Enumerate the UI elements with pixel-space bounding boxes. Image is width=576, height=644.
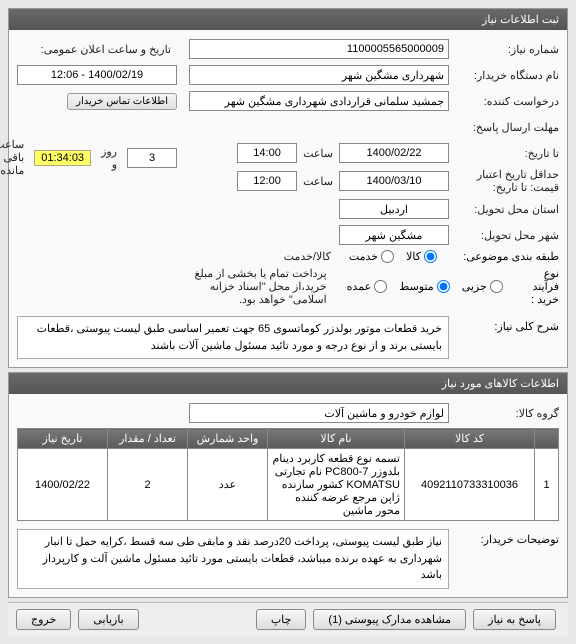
deadline-time-input[interactable] — [237, 143, 297, 163]
radio-goods-input[interactable] — [424, 250, 437, 263]
validity-time-input[interactable] — [237, 171, 297, 191]
label-requester: درخواست کننده: — [449, 95, 559, 108]
need-number-input[interactable] — [189, 39, 449, 59]
label-until-1: تا تاریخ: — [449, 147, 559, 160]
radio-high[interactable]: عمده — [347, 280, 387, 293]
deadline-date-input[interactable] — [339, 143, 449, 163]
main-panel: ثبت اطلاعات نیاز شماره نیاز: نام دستگاه … — [8, 8, 568, 368]
label-remain: ساعت باقی مانده — [0, 138, 30, 177]
contact-buyer-button[interactable]: اطلاعات تماس خریدار — [67, 93, 177, 110]
requester-input[interactable] — [189, 91, 449, 111]
th-idx — [535, 429, 559, 449]
radio-goods[interactable]: کالا — [406, 250, 437, 263]
radio-mid-input[interactable] — [437, 280, 450, 293]
items-panel: اطلاعات کالاهای مورد نیاز گروه کالا: کد … — [8, 372, 568, 598]
province-input[interactable] — [339, 199, 449, 219]
general-desc-text: خرید قطعات موتور بولدزر کوماتسوی 65 جهت … — [17, 316, 449, 359]
city-input[interactable] — [339, 225, 449, 245]
days-left-input — [127, 148, 177, 168]
label-group: گروه کالا: — [449, 407, 559, 420]
main-panel-title: ثبت اطلاعات نیاز — [9, 9, 567, 30]
label-need-no: شماره نیاز: — [449, 43, 559, 56]
label-deadline: مهلت ارسال پاسخ: — [449, 121, 559, 134]
cell-unit: عدد — [188, 449, 268, 521]
label-saat-2: ساعت — [297, 175, 339, 188]
reply-button[interactable]: پاسخ به نیاز — [473, 609, 556, 630]
label-city: شهر محل تحویل: — [449, 229, 559, 242]
label-buy-process: نوع فرآیند خرید : — [515, 267, 559, 306]
label-buyer-notes: توضیحات خریدار: — [449, 529, 559, 546]
validity-date-input[interactable] — [339, 171, 449, 191]
items-panel-title: اطلاعات کالاهای مورد نیاز — [9, 373, 567, 394]
budget-note: پرداخت تمام یا بخشی از مبلغ خرید،از محل … — [189, 267, 327, 306]
th-qty: تعداد / مقدار — [108, 429, 188, 449]
label-goods-service: کالا/خدمت — [278, 250, 337, 263]
th-date: تاریخ نیاز — [18, 429, 108, 449]
label-buyer-org: نام دستگاه خریدار: — [449, 69, 559, 82]
radio-mid[interactable]: متوسط — [399, 280, 450, 293]
cell-date: 1400/02/22 — [18, 449, 108, 521]
radio-low-input[interactable] — [490, 280, 503, 293]
countdown-timer: 01:34:03 — [34, 150, 91, 166]
label-general-desc: شرح کلی نیاز: — [449, 316, 559, 333]
print-button[interactable]: چاپ — [256, 609, 307, 630]
group-input[interactable] — [189, 403, 449, 423]
items-table: کد کالا نام کالا واحد شمارش تعداد / مقدا… — [17, 428, 559, 521]
label-rooz: روز و — [95, 145, 123, 171]
label-validity: حداقل تاریخ اعتبار قیمت: تا تاریخ: — [449, 168, 559, 194]
buyer-notes-text: نیاز طبق لیست پیوستی، پرداخت 20درصد نقد … — [17, 529, 449, 589]
table-row[interactable]: 1 4092110733310036 تسمه نوع قطعه کاربرد … — [18, 449, 559, 521]
cell-qty: 2 — [108, 449, 188, 521]
cell-name: تسمه نوع قطعه کاربرد دینام بلدوزر PC800-… — [268, 449, 405, 521]
announce-input[interactable] — [17, 65, 177, 85]
th-code: کد کالا — [405, 429, 535, 449]
th-unit: واحد شمارش — [188, 429, 268, 449]
label-announce: تاریخ و ساعت اعلان عمومی: — [35, 43, 177, 56]
attachments-button[interactable]: مشاهده مدارک پیوستی (1) — [313, 609, 466, 630]
th-name: نام کالا — [268, 429, 405, 449]
cell-idx: 1 — [535, 449, 559, 521]
label-saat-1: ساعت — [297, 147, 339, 160]
label-budget: طبقه بندی موضوعی: — [449, 250, 559, 263]
radio-high-input[interactable] — [374, 280, 387, 293]
buyer-org-input[interactable] — [189, 65, 449, 85]
refresh-button[interactable]: بازیابی — [78, 609, 138, 630]
radio-service-input[interactable] — [381, 250, 394, 263]
radio-low[interactable]: جزیی — [462, 280, 503, 293]
label-province: استان محل تحویل: — [449, 203, 559, 216]
cell-code: 4092110733310036 — [405, 449, 535, 521]
footer-bar: پاسخ به نیاز مشاهده مدارک پیوستی (1) چاپ… — [8, 602, 568, 636]
radio-service[interactable]: خدمت — [349, 250, 394, 263]
exit-button[interactable]: خروج — [16, 609, 71, 630]
table-header-row: کد کالا نام کالا واحد شمارش تعداد / مقدا… — [18, 429, 559, 449]
